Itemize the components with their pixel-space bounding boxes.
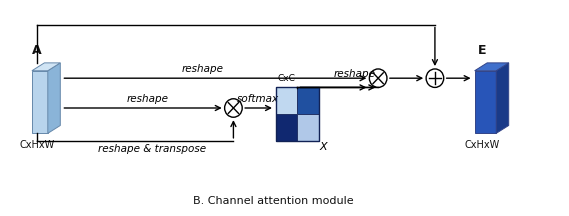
Bar — [297, 114, 319, 141]
Polygon shape — [475, 71, 496, 133]
Polygon shape — [475, 63, 509, 71]
Polygon shape — [48, 63, 60, 133]
Bar — [297, 87, 319, 114]
Text: B. Channel attention module: B. Channel attention module — [193, 196, 353, 206]
Polygon shape — [32, 63, 60, 71]
Text: reshape & transpose: reshape & transpose — [98, 144, 207, 154]
Bar — [276, 114, 297, 141]
Text: A: A — [32, 44, 42, 57]
Text: E: E — [479, 44, 487, 57]
Text: reshape: reshape — [126, 94, 168, 104]
Text: reshape: reshape — [333, 69, 376, 79]
Text: reshape: reshape — [182, 64, 224, 74]
Text: CxHxW: CxHxW — [19, 140, 55, 151]
Polygon shape — [496, 63, 509, 133]
Text: CxC: CxC — [277, 74, 295, 83]
Bar — [276, 87, 319, 141]
Text: softmax: softmax — [237, 94, 279, 104]
Polygon shape — [32, 71, 48, 133]
Text: X: X — [320, 142, 327, 152]
Text: CxHxW: CxHxW — [465, 140, 500, 151]
Bar — [276, 87, 297, 114]
